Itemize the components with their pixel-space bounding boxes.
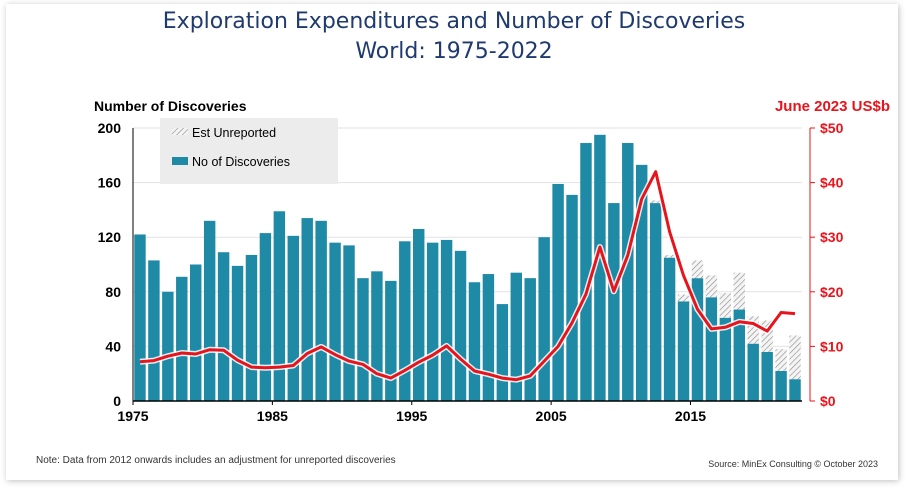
- bar-discoveries: [622, 143, 634, 401]
- footnote: Note: Data from 2012 onwards includes an…: [36, 455, 396, 466]
- expenditure-line: [139, 170, 796, 382]
- bar-discoveries: [217, 252, 230, 401]
- bar-unreported: [775, 349, 787, 371]
- y-tick-label-left: 80: [105, 284, 121, 300]
- x-tick-label: 1975: [117, 408, 148, 424]
- bar-discoveries: [399, 241, 411, 401]
- bar-unreported: [663, 254, 676, 258]
- bar-discoveries: [287, 235, 299, 401]
- bar-unreported: [719, 293, 732, 318]
- bar-discoveries: [552, 183, 564, 401]
- bar-discoveries: [705, 297, 718, 401]
- source-credit: Source: MinEx Consulting © October 2023: [708, 459, 878, 469]
- bar-discoveries: [636, 164, 648, 401]
- bar-unreported: [691, 260, 704, 279]
- bar-discoveries: [371, 271, 383, 401]
- bar-discoveries: [649, 203, 662, 401]
- bar-discoveries: [343, 245, 355, 401]
- bar-discoveries: [468, 282, 481, 401]
- chart-subtitle: World: 1975-2022: [355, 39, 553, 64]
- y-tick-label-left: 0: [113, 393, 121, 409]
- y-tick-label-right: $50: [820, 120, 844, 136]
- bar-unreported: [733, 272, 745, 310]
- legend-box: [160, 118, 338, 184]
- y-tick-label-left: 200: [98, 120, 122, 136]
- bar-discoveries: [719, 317, 732, 401]
- bar-discoveries: [134, 234, 146, 401]
- bar-discoveries: [329, 242, 341, 401]
- x-tick-label: 1995: [396, 408, 427, 424]
- bar-discoveries: [775, 370, 787, 401]
- bar-unreported: [705, 275, 718, 298]
- bar-discoveries: [594, 134, 606, 401]
- y-axis-title-left: Number of Discoveries: [94, 98, 247, 114]
- bar-discoveries: [357, 278, 369, 401]
- bar-discoveries: [663, 257, 676, 401]
- bar-discoveries: [454, 250, 467, 401]
- bar-discoveries: [162, 291, 174, 401]
- bar-unreported: [649, 200, 662, 204]
- bar-discoveries: [426, 242, 439, 401]
- bar-discoveries: [259, 233, 272, 401]
- bar-discoveries: [315, 220, 327, 401]
- y-tick-label-left: 40: [105, 338, 121, 354]
- y-tick-label-right: $40: [820, 175, 844, 191]
- bar-discoveries: [413, 229, 425, 401]
- bar-discoveries: [440, 239, 453, 401]
- bar-unreported: [789, 335, 801, 380]
- bar-discoveries: [761, 351, 773, 401]
- y-tick-label-right: $30: [820, 229, 844, 245]
- bar-discoveries: [148, 260, 160, 401]
- bar-discoveries: [176, 276, 188, 401]
- bar-discoveries: [273, 211, 286, 401]
- bar-unreported: [747, 316, 759, 344]
- bar-discoveries: [301, 218, 313, 401]
- bar-unreported: [677, 294, 690, 302]
- legend-swatch-discoveries: [172, 157, 188, 165]
- bar-discoveries: [482, 274, 495, 401]
- bar-discoveries: [747, 343, 759, 401]
- bar-discoveries: [203, 220, 216, 401]
- x-tick-label: 2015: [675, 408, 706, 424]
- bar-discoveries: [524, 278, 536, 401]
- bar-discoveries: [733, 309, 745, 401]
- bar-discoveries: [691, 278, 704, 401]
- bar-discoveries: [789, 379, 801, 401]
- y-axis-title-right: June 2023 US$b: [774, 98, 890, 115]
- bar-unreported: [761, 320, 773, 352]
- x-tick-label: 2005: [536, 408, 567, 424]
- y-tick-label-left: 160: [98, 175, 122, 191]
- bar-discoveries: [580, 143, 592, 401]
- y-tick-label-left: 120: [98, 229, 122, 245]
- y-tick-label-right: $0: [820, 393, 836, 409]
- bar-discoveries: [496, 304, 509, 401]
- legend-swatch-unreported: [172, 128, 188, 135]
- y-tick-label-right: $10: [820, 338, 844, 354]
- bar-discoveries: [190, 264, 202, 401]
- legend-label-discoveries: No of Discoveries: [192, 155, 290, 169]
- bar-discoveries: [231, 265, 244, 401]
- bar-discoveries: [677, 301, 690, 401]
- bar-discoveries: [538, 237, 550, 401]
- legend-label-unreported: Est Unreported: [192, 126, 276, 140]
- chart-title: Exploration Expenditures and Number of D…: [162, 9, 746, 34]
- x-tick-label: 1985: [257, 408, 288, 424]
- bar-discoveries: [566, 194, 578, 401]
- y-tick-label-right: $20: [820, 284, 844, 300]
- bar-discoveries: [510, 272, 522, 401]
- bar-discoveries: [608, 203, 620, 401]
- bar-discoveries: [385, 280, 397, 401]
- bar-discoveries: [245, 254, 258, 401]
